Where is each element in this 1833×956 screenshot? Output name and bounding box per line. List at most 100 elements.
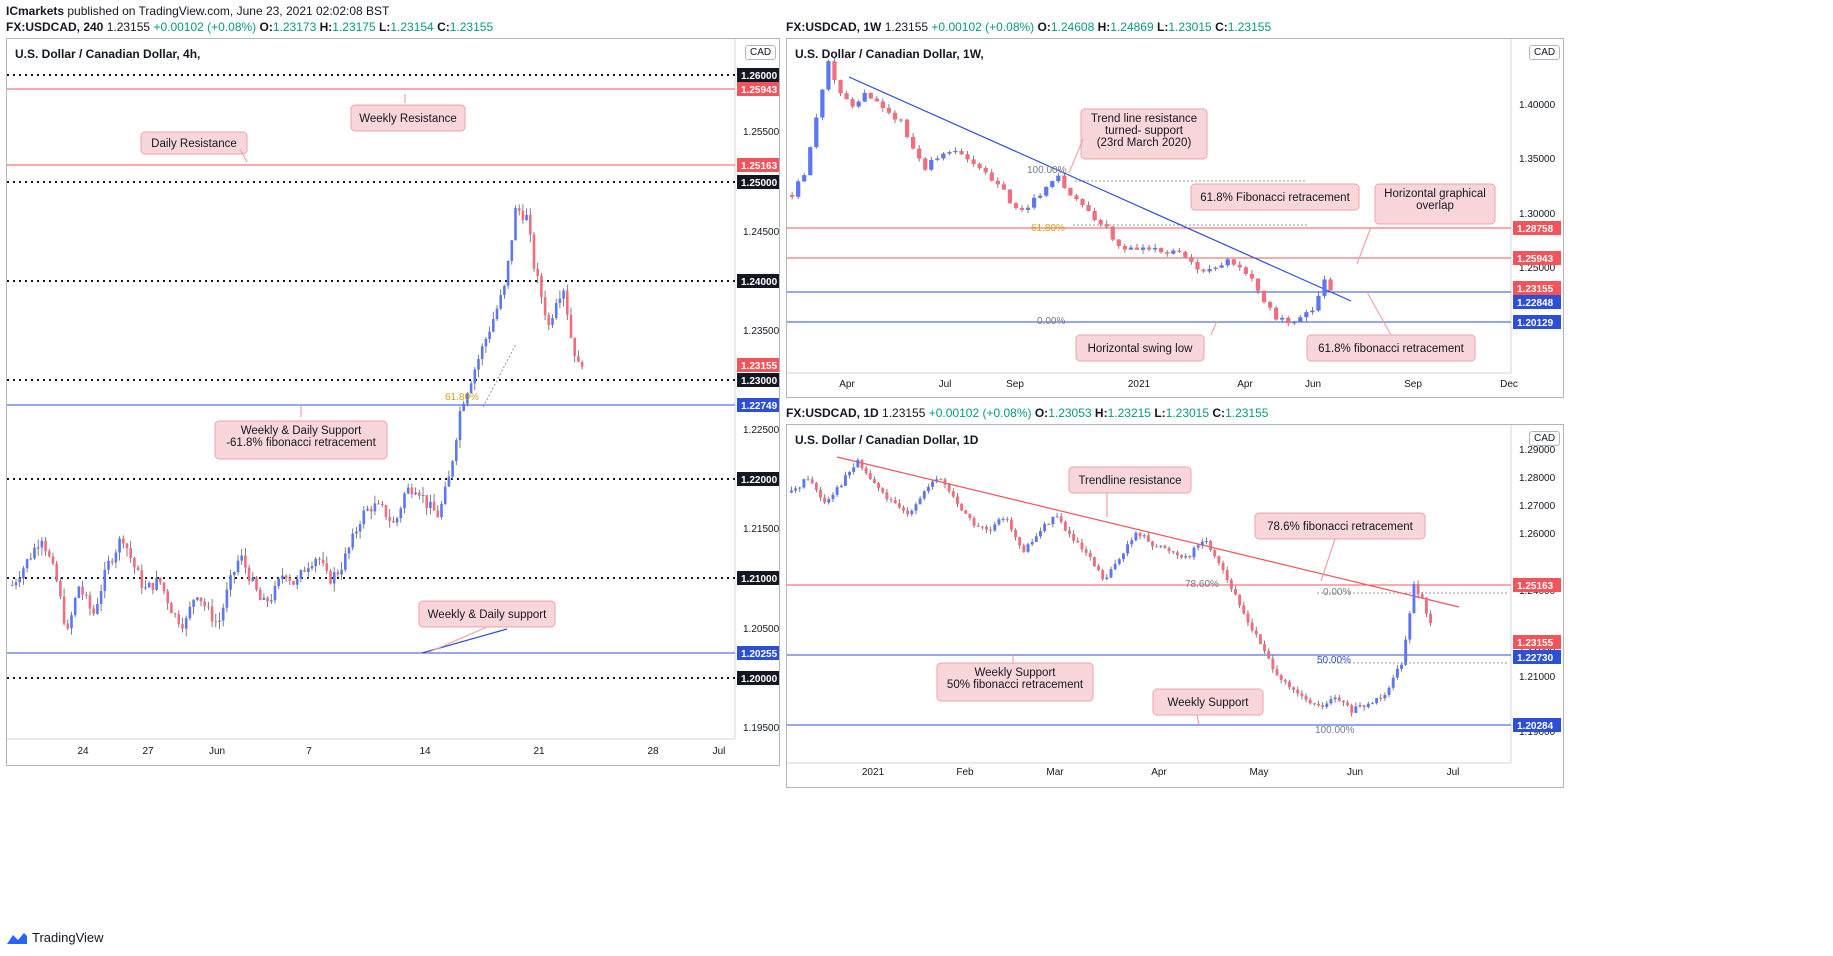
w1-annotation-box — [1075, 334, 1205, 362]
h4-candle-body — [236, 560, 240, 573]
d1-candle-body — [1130, 540, 1134, 545]
w1-change: +0.00102 (+0.08%) — [931, 20, 1035, 34]
h4-currency[interactable]: CAD — [745, 45, 777, 60]
h4-candle-body — [532, 234, 536, 269]
w1-x-tick: Sep — [1404, 379, 1422, 390]
h4-candle-body — [429, 501, 432, 509]
w1-annotation-box — [1306, 334, 1476, 362]
h4-candle-body — [455, 440, 458, 462]
h4-candle-body — [170, 603, 173, 614]
w1-annotation-line: (23rd March 2020) — [1097, 137, 1192, 149]
h4-candle-body — [395, 518, 399, 523]
d1-candle-body — [868, 473, 872, 480]
h4-candle-body — [436, 510, 440, 518]
h4-candle-body — [18, 578, 21, 583]
h4-price-tag-bg — [737, 373, 779, 387]
h4-x-tick: 27 — [142, 746, 154, 757]
d1-candle-body — [1383, 695, 1387, 699]
w1-high: 1.24869 — [1110, 20, 1154, 34]
w1-chart-title: U.S. Dollar / Canadian Dollar, 1W, — [795, 47, 984, 61]
w1-low: 1.23015 — [1168, 20, 1212, 34]
h4-candle-body — [536, 268, 539, 276]
h4-chart-panel[interactable]: 1.25500 1.24500 1.23500 1.22500 1.21500 1.205… — [6, 38, 780, 766]
d1-candle-body — [1263, 644, 1267, 651]
w1-annotation-box — [1374, 183, 1496, 225]
d1-candle-body — [1022, 545, 1026, 552]
publisher-name[interactable]: ICmarkets — [6, 4, 65, 18]
d1-candle-body — [1424, 597, 1428, 614]
w1-candle-body — [1298, 317, 1303, 323]
d1-candle-body — [935, 479, 939, 482]
h4-candle-body — [110, 560, 114, 563]
d1-x-tick: Jul — [1447, 767, 1460, 778]
d1-candle-body — [1155, 546, 1159, 548]
w1-candle-body — [1255, 278, 1261, 291]
d1-candle-body — [1184, 556, 1188, 558]
d1-currency[interactable]: CAD — [1529, 431, 1561, 446]
w1-candle-body — [814, 117, 819, 148]
h4-symbol[interactable]: FX:USDCAD, 240 — [6, 20, 104, 34]
d1-candle-body — [1180, 555, 1184, 558]
w1-annotation-pointer — [1068, 138, 1084, 174]
h4-candle-body — [573, 337, 576, 357]
h4-candle-body — [59, 580, 62, 597]
h4-y-tick: 1.19500 — [743, 723, 779, 734]
h4-price-tag-bg — [737, 158, 779, 172]
w1-candle-body — [862, 92, 867, 102]
w1-symbol[interactable]: FX:USDCAD, 1W — [786, 20, 882, 34]
h4-fib-guide-0 — [482, 343, 517, 408]
w1-currency[interactable]: CAD — [1529, 45, 1561, 60]
w1-chart-svg[interactable]: 1.40000 1.35000 1.30000 1.25000 Apr Jul Sep 202… — [787, 39, 1563, 397]
d1-candle-body — [1009, 519, 1013, 530]
h4-candle-body — [399, 508, 403, 519]
d1-candle-body — [1213, 550, 1217, 557]
d1-price-tag-bg — [1513, 635, 1561, 649]
w1-candle-body — [1207, 268, 1212, 272]
h4-price-tag-bg — [737, 68, 779, 82]
d1-candle-body — [1279, 675, 1283, 681]
d1-candle-body — [1167, 548, 1171, 552]
h4-candle-body — [114, 552, 118, 563]
d1-candle-body — [1242, 605, 1246, 614]
h4-chart-svg[interactable]: 1.25500 1.24500 1.23500 1.22500 1.21500 1.205… — [7, 39, 779, 765]
tradingview-brand[interactable]: TradingView — [6, 930, 104, 945]
w1-chart-panel[interactable]: 1.40000 1.35000 1.30000 1.25000 Apr Jul Sep 202… — [786, 38, 1564, 398]
w1-candle-body — [929, 159, 934, 170]
h4-candle-body — [196, 597, 199, 600]
h4-price-tag: 1.26000 — [741, 71, 778, 82]
w1-candle-body — [1007, 189, 1013, 204]
d1-candle-body — [1188, 556, 1192, 558]
w1-candle-body — [1134, 247, 1140, 250]
d1-candle-body — [1329, 699, 1333, 704]
d1-chart-svg[interactable]: 1.290001.280001.270001.260001.240001.220… — [787, 425, 1563, 787]
w1-candle-body — [983, 167, 988, 173]
d1-price-tag: 1.25163 — [1517, 581, 1554, 592]
w1-annotation-pointer — [1210, 320, 1218, 336]
w1-candle-body — [965, 154, 970, 160]
d1-candle-body — [1333, 697, 1337, 700]
w1-candle-body — [1243, 267, 1248, 274]
d1-high: 1.23215 — [1107, 406, 1151, 420]
d1-candle-body — [1034, 536, 1038, 543]
h4-candle-body — [258, 589, 262, 600]
h4-candle-body — [173, 613, 177, 615]
h4-candle-body — [77, 586, 81, 598]
h4-candle-body — [318, 558, 321, 560]
d1-candle-body — [843, 475, 847, 486]
d1-candle-body — [1400, 664, 1403, 669]
h4-annotation-pointer — [426, 626, 488, 654]
d1-candle-body — [931, 481, 935, 487]
h4-candle-body — [506, 260, 510, 286]
w1-candle-body — [880, 101, 885, 108]
d1-price-tag-bg — [1513, 578, 1561, 592]
d1-chart-panel[interactable]: 1.290001.280001.270001.260001.240001.220… — [786, 424, 1564, 788]
d1-candle-body — [1358, 705, 1362, 707]
d1-symbol[interactable]: FX:USDCAD, 1D — [786, 406, 879, 420]
d1-candle-body — [1117, 559, 1121, 564]
w1-y-tick: 1.40000 — [1519, 100, 1556, 111]
w1-price-tag: 1.23155 — [1517, 284, 1554, 295]
d1-y-tick: 1.28000 — [1519, 473, 1556, 484]
w1-candle-body — [941, 153, 946, 159]
w1-annotation-text: Horizontal graphical overlap — [1384, 188, 1486, 212]
h4-candle-body — [529, 214, 532, 235]
